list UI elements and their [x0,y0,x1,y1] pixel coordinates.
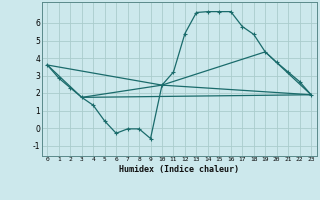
X-axis label: Humidex (Indice chaleur): Humidex (Indice chaleur) [119,165,239,174]
